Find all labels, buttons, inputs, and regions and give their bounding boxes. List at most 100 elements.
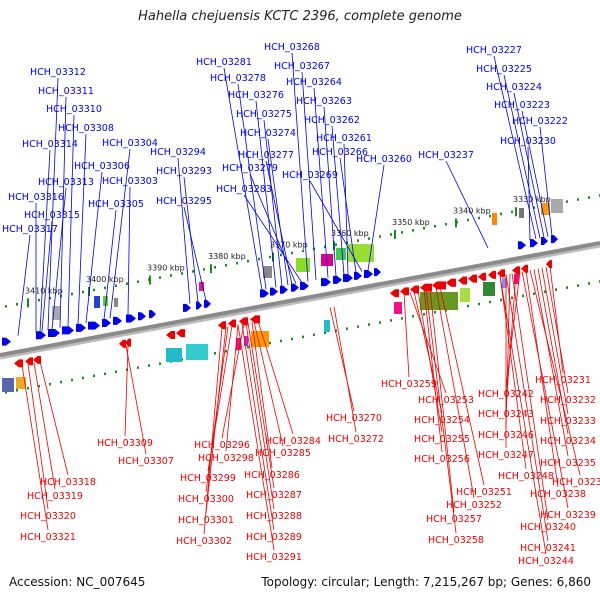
forward-gene-label: HCH_03222: [512, 116, 568, 127]
forward-gene-label-leader: [17, 234, 31, 336]
forward-gene-label-leader: [343, 143, 349, 275]
tick-dot-upper: [500, 212, 502, 216]
reverse-gene-arrow: [497, 269, 505, 278]
tick-dot-lower: [445, 308, 447, 312]
feature-block: [324, 320, 330, 332]
reverse-gene-label-leader: [124, 345, 129, 437]
reverse-gene-label-leader: [521, 271, 569, 509]
forward-gene-label: HCH_03230: [500, 136, 556, 147]
tick-dot-upper: [291, 251, 293, 255]
feature-block: [199, 282, 204, 291]
tick-dot-lower: [335, 329, 337, 332]
reverse-gene-label: HCH_03321: [20, 532, 76, 543]
tick-dot-upper: [192, 270, 194, 273]
forward-gene-label: HCH_03294: [150, 147, 206, 158]
tick-dot-lower: [225, 350, 227, 353]
reverse-gene-label-leader: [435, 287, 475, 499]
forward-gene-label: HCH_03224: [486, 82, 542, 93]
reverse-gene-label: HCH_03240: [520, 522, 576, 533]
reverse-gene-arrow: [432, 281, 446, 290]
tick-dot-lower: [313, 333, 315, 337]
reverse-gene-label-leader: [237, 324, 275, 551]
forward-gene-arrow: [541, 237, 548, 246]
tick-dot-upper: [423, 227, 425, 230]
feature-block: [263, 266, 272, 278]
reverse-gene-arrow: [478, 272, 486, 281]
reverse-gene-label-leader: [511, 273, 549, 521]
map-title: Hahella chejuensis KCTC 2396, complete g…: [138, 9, 462, 24]
reverse-gene-label-leader: [245, 323, 275, 510]
tick-dot-lower: [115, 370, 117, 374]
forward-gene-arrow: [76, 323, 86, 332]
tick-dot-upper: [269, 255, 271, 259]
reverse-gene-label: HCH_03298: [198, 453, 254, 464]
forward-gene-label-leader: [103, 209, 117, 320]
forward-gene-label-leader: [263, 119, 283, 287]
forward-gene-label-leader: [521, 110, 549, 237]
tick-dot-lower: [379, 321, 381, 324]
feature-block: [541, 203, 550, 215]
tick-dot-upper: [467, 218, 469, 222]
forward-gene-arrow: [138, 312, 146, 321]
tick-dot-lower: [214, 352, 216, 355]
feature-block: [244, 336, 248, 346]
tick-dot-upper: [379, 235, 381, 238]
reverse-gene-label: HCH_03235: [540, 458, 596, 469]
reverse-gene-label-leader: [409, 292, 447, 394]
reverse-gene-label-leader: [251, 321, 273, 469]
forward-gene-arrow: [300, 282, 309, 290]
tick-dot-upper: [280, 253, 282, 257]
forward-gene-arrow: [149, 310, 156, 319]
forward-gene-arrow: [183, 303, 191, 312]
reverse-gene-label-leader: [257, 320, 294, 435]
reverse-gene-label: HCH_03301: [178, 515, 234, 526]
reverse-gene-label: HCH_03234: [540, 436, 596, 447]
forward-gene-arrow: [530, 239, 538, 248]
forward-gene-arrow: [333, 275, 342, 284]
reverse-gene-label-leader: [429, 288, 455, 513]
reverse-gene-arrow: [521, 264, 528, 273]
reverse-gene-label-leader: [413, 291, 443, 414]
tick-dot-lower: [148, 364, 150, 367]
forward-gene-arrow: [321, 278, 331, 287]
tick-dot-upper: [445, 222, 447, 226]
reverse-gene-label-leader: [541, 267, 569, 415]
forward-gene-label-leader: [109, 148, 131, 319]
tick-dot-lower: [159, 362, 161, 365]
reverse-gene-label-leader: [253, 321, 284, 447]
reverse-gene-label: HCH_03238: [530, 489, 586, 500]
forward-gene-label-leader: [339, 157, 357, 273]
forward-gene-arrow: [204, 299, 211, 308]
tick-dot-lower: [324, 331, 326, 335]
forward-gene-arrow: [343, 273, 353, 282]
kbp-label: 3400 kbp: [86, 275, 124, 284]
tick-dot-upper: [368, 237, 370, 240]
forward-gene-label: HCH_03314: [22, 139, 78, 150]
reverse-gene-arrow: [512, 266, 520, 275]
reverse-gene-label-leader: [417, 290, 443, 433]
reverse-gene-label-leader: [549, 266, 564, 374]
tick-dot-lower: [302, 335, 304, 339]
tick-dot-lower: [566, 286, 568, 289]
tick-dot-upper: [247, 259, 249, 263]
forward-gene-arrow: [291, 283, 299, 292]
reverse-gene-arrow: [125, 338, 131, 347]
reverse-gene-label-leader: [533, 269, 569, 457]
forward-gene-label: HCH_03276: [228, 90, 284, 101]
forward-gene-label-leader: [41, 220, 53, 332]
reverse-gene-label: HCH_03236: [552, 477, 600, 488]
tick-dot-upper: [236, 261, 238, 265]
reverse-gene-arrow: [33, 355, 41, 364]
forward-gene-arrow: [280, 285, 288, 294]
reverse-gene-label: HCH_03259: [381, 379, 437, 390]
kbp-label: 3390 kbp: [147, 264, 185, 273]
reverse-gene-label: HCH_03247: [478, 450, 534, 461]
forward-gene-arrow: [48, 329, 60, 338]
forward-gene-label: HCH_03223: [494, 100, 550, 111]
tick-dot-lower: [16, 389, 18, 392]
forward-gene-label-leader: [313, 87, 329, 278]
tick-dot-lower: [280, 339, 282, 343]
kbp-label: 3360 kbp: [331, 229, 369, 238]
forward-gene-label: HCH_03293: [156, 166, 212, 177]
reverse-gene-arrow: [25, 357, 33, 366]
